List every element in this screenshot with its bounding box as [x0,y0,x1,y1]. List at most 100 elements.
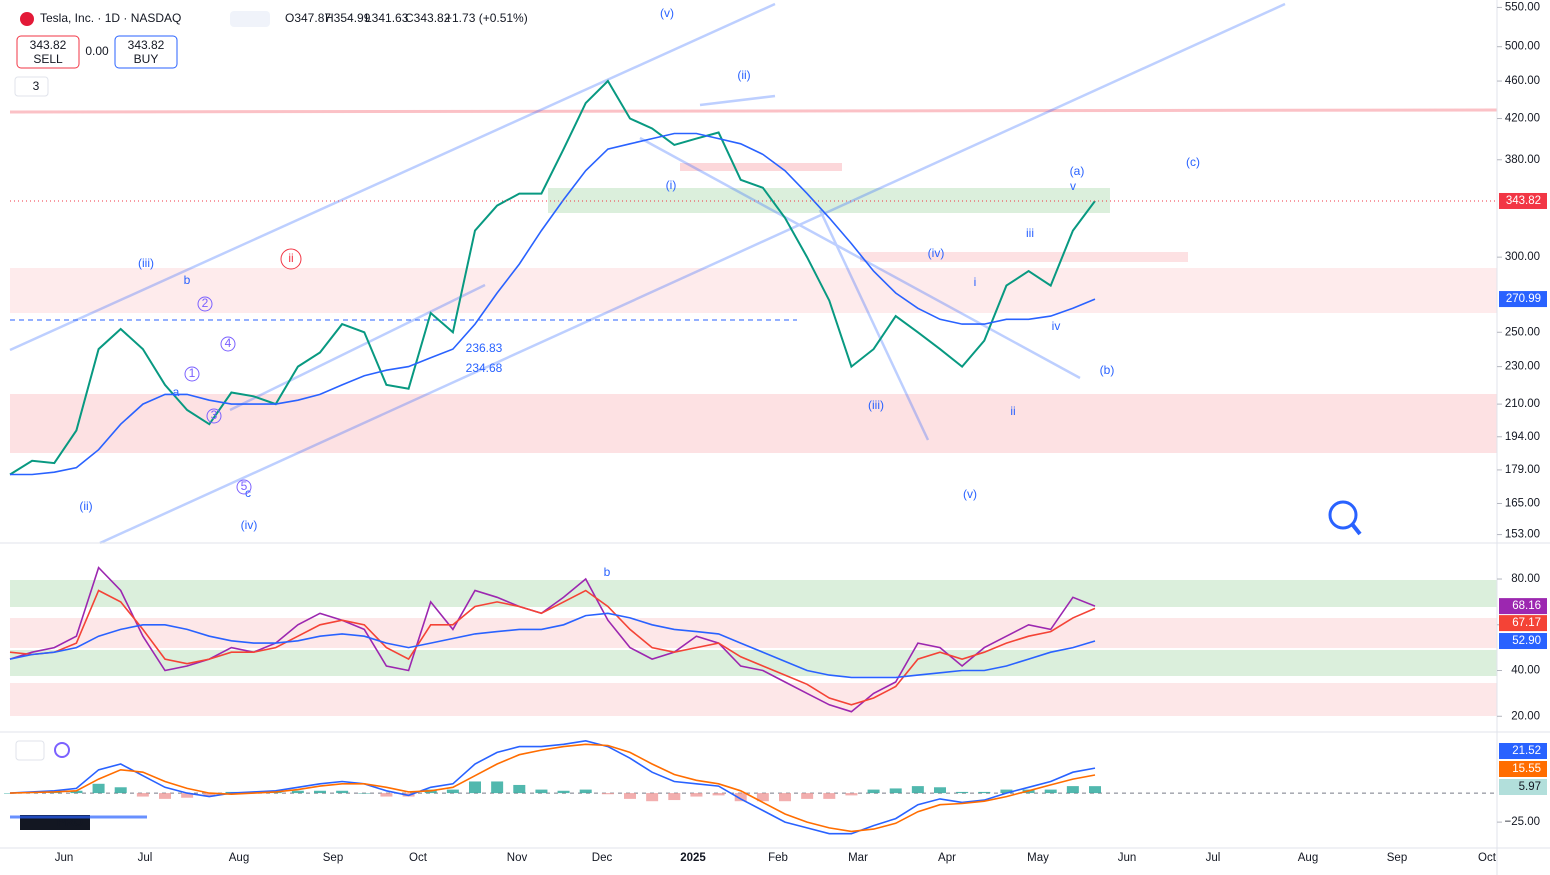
last-value-label: 68.16 [1512,600,1541,612]
ohlc-value: +1.73 (+0.51%) [445,11,528,25]
ohlc-value: O347.87 [285,11,331,25]
y-tick-label: 40.00 [1511,665,1540,677]
rsi-band [10,580,1497,607]
histogram-bar [712,793,725,796]
collapse-button[interactable] [15,740,45,761]
y-tick-label: 230.00 [1505,361,1540,373]
series-line [9,743,1096,833]
y-tick-label: 460.00 [1505,75,1540,87]
ohlc-value: H354.99 [325,11,371,25]
histogram-bar [1044,789,1057,794]
logo-icon [20,12,34,26]
wave-annotation: 2 [202,296,209,310]
histogram-bar [114,787,127,794]
x-tick-label: Mar [848,852,868,864]
x-tick-label: Nov [507,852,528,864]
last-value-box [1499,761,1547,777]
histogram-bar [336,790,349,794]
histogram-bar [956,791,969,794]
x-tick-label: May [1027,852,1049,864]
annotation-circle [197,296,213,312]
histogram-bar [624,793,636,799]
y-tick-label: 20.00 [1511,710,1540,722]
last-value-box [1499,779,1547,795]
wave-annotation: 234.68 [466,361,503,375]
wave-annotation: (i) [666,178,677,192]
histogram-bar [92,783,105,794]
x-tick-label: Jul [1206,852,1221,864]
y-tick-label: −25.00 [1505,816,1541,828]
trendlines [9,2,1286,545]
indicator-toggle[interactable] [14,76,49,97]
histogram-bar [978,791,991,794]
x-tick-label: Jun [55,852,74,864]
plot: 550.00500.00460.00420.00380.00300.00250.… [4,1,1547,864]
series-line [9,739,1096,835]
ohlc-value: L341.63 [365,11,409,25]
wave-annotation: (iii) [138,256,154,270]
series-line [9,612,1096,679]
y-tick-label: 500.00 [1505,41,1540,53]
zone [10,394,1497,453]
last-value-label: 67.17 [1512,617,1541,629]
last-value-box [1499,743,1547,759]
sell-price[interactable]: 343.82 [30,38,67,52]
y-tick-label: 165.00 [1505,498,1540,510]
rsi-band [10,683,1497,716]
y-tick-label: 80.00 [1511,573,1540,585]
histogram-bar [314,790,326,794]
histogram-bar [557,790,570,794]
last-value-label: 5.97 [1519,781,1541,793]
y-tick-label: 550.00 [1505,1,1540,13]
x-tick-label: Oct [1478,852,1497,864]
wave-annotation: (iii) [868,398,884,412]
histogram-bar [911,786,924,794]
last-value-box [1499,598,1547,615]
annotation-circle [184,366,200,382]
rsi-band [10,618,1497,648]
wave-annotation: ii [1010,404,1015,418]
search-icon[interactable] [1328,500,1358,530]
x-tick-label: Feb [768,852,788,864]
logo-text: PRO [57,815,83,829]
x-tick-label: Jun [1118,852,1137,864]
y-tick-label: 194.00 [1505,431,1540,443]
y-tick-label: 210.00 [1505,398,1540,410]
wave-annotation: (v) [660,6,674,20]
histogram-bar [446,789,459,794]
histogram-bar [491,781,504,794]
histogram-bar [601,793,614,795]
wave-annotation: (b) [1100,363,1115,377]
x-tick-label: Dec [592,852,613,864]
last-value-box [1499,633,1547,650]
last-value-label: 270.99 [1506,293,1541,305]
histogram-bar [801,793,814,799]
indicator-count[interactable]: 3 [33,79,40,93]
wave-annotation: 3 [211,408,218,422]
sell-label[interactable]: SELL [33,52,63,66]
x-tick-label: Aug [1298,852,1318,864]
wave-annotation: a [173,385,180,399]
wave-annotation: i [974,275,977,289]
y-tick-label: 153.00 [1505,529,1540,541]
histogram-bar [70,790,83,794]
rsi-band [10,650,1497,676]
sell-button[interactable] [16,35,80,69]
buy-price[interactable]: 343.82 [128,38,165,52]
histogram-bar [690,793,703,797]
y-tick-label: 420.00 [1505,113,1540,125]
wave-annotation: (c) [1186,155,1200,169]
buy-button[interactable] [114,35,178,69]
x-tick-label: Apr [938,852,956,864]
wave-annotation: (iv) [928,246,945,260]
series-line [10,132,1096,476]
histogram-bar [513,784,526,794]
spread: 0.00 [85,44,109,58]
ohlc-value: C343.82 [405,11,451,25]
buy-label[interactable]: BUY [134,52,159,66]
last-value-label: 15.55 [1512,763,1541,775]
histogram-bar [1089,786,1101,794]
refresh-button[interactable] [54,742,70,758]
